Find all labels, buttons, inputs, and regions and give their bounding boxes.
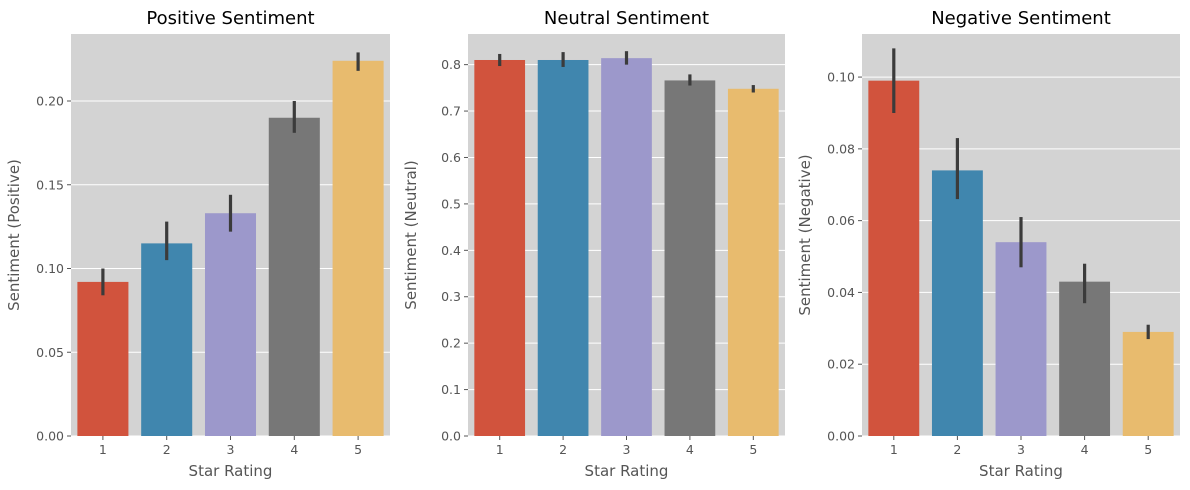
bar-rating-1 <box>77 281 129 436</box>
y-tick-label: 0.4 <box>441 243 461 258</box>
bar-rating-4 <box>268 117 320 436</box>
y-tick-label: 0.3 <box>441 289 461 304</box>
y-tick-label: 0.10 <box>36 261 64 276</box>
x-tick-label: 5 <box>749 442 757 457</box>
chart-title: Positive Sentiment <box>146 8 314 29</box>
y-tick-label: 0.02 <box>827 357 855 372</box>
y-tick-label: 0.00 <box>36 429 64 444</box>
y-tick-label: 0.5 <box>441 196 461 211</box>
y-tick-label: 0.10 <box>827 70 855 85</box>
y-tick-label: 0.1 <box>441 382 461 397</box>
y-axis-label: Sentiment (Positive) <box>5 159 23 311</box>
y-tick-label: 0.08 <box>827 141 855 156</box>
y-axis-label: Sentiment (Negative) <box>796 154 814 315</box>
y-axis-label: Sentiment (Neutral) <box>402 160 420 309</box>
x-tick-label: 3 <box>227 442 235 457</box>
bar-rating-2 <box>931 170 983 436</box>
bar-rating-4 <box>1059 281 1111 436</box>
y-tick-label: 0.20 <box>36 94 64 109</box>
x-tick-label: 1 <box>99 442 107 457</box>
bar-rating-3 <box>601 58 652 436</box>
x-tick-label: 1 <box>890 442 898 457</box>
y-tick-label: 0.15 <box>36 177 64 192</box>
bar-rating-1 <box>474 59 526 436</box>
bar-rating-3 <box>204 213 257 436</box>
y-tick-label: 0.8 <box>441 57 461 72</box>
x-tick-label: 2 <box>559 442 567 457</box>
x-tick-label: 5 <box>354 442 362 457</box>
chart-title: Neutral Sentiment <box>544 8 709 29</box>
x-tick-label: 2 <box>953 442 961 457</box>
bar-rating-5 <box>332 60 384 437</box>
bar-rating-2 <box>537 59 589 436</box>
chart-title: Negative Sentiment <box>931 8 1111 29</box>
bar-rating-5 <box>727 88 779 437</box>
bar-rating-3 <box>995 242 1047 436</box>
y-tick-label: 0.6 <box>441 150 461 165</box>
x-tick-label: 1 <box>496 442 504 457</box>
x-tick-label: 4 <box>686 442 694 457</box>
x-tick-label: 4 <box>1081 442 1089 457</box>
y-tick-label: 0.00 <box>827 429 855 444</box>
chart-panel-1: 0.00 0.05 0.10 0.15 0.20 1 2 3 4 5 Positive Sentim… <box>5 8 390 480</box>
y-tick-label: 0.0 <box>441 429 461 444</box>
bar-rating-1 <box>868 80 920 437</box>
x-tick-label: 2 <box>163 442 171 457</box>
y-tick-label: 0.05 <box>36 345 64 360</box>
bar-rating-5 <box>1122 331 1174 436</box>
bar-rating-2 <box>141 243 193 436</box>
x-axis-label: Star Rating <box>189 462 273 480</box>
y-tick-label: 0.04 <box>827 285 855 300</box>
y-tick-label: 0.2 <box>441 336 461 351</box>
chart-panel-2: 0.0 0.1 0.2 0.3 0.4 0.5 0.6 0.7 0.8 1 2 3 4 5 Neutral … <box>402 8 785 480</box>
bar-rating-4 <box>664 80 716 437</box>
x-axis-label: Star Rating <box>979 462 1063 480</box>
chart-panel-3: 0.00 0.02 0.04 0.06 0.08 0.10 1 2 3 4 5 Negative Se… <box>796 8 1180 480</box>
y-tick-label: 0.06 <box>827 213 855 228</box>
x-tick-label: 4 <box>290 442 298 457</box>
y-tick-label: 0.7 <box>441 104 461 119</box>
x-tick-label: 5 <box>1144 442 1152 457</box>
x-tick-label: 3 <box>623 442 631 457</box>
x-axis-label: Star Rating <box>585 462 669 480</box>
x-tick-label: 3 <box>1017 442 1025 457</box>
